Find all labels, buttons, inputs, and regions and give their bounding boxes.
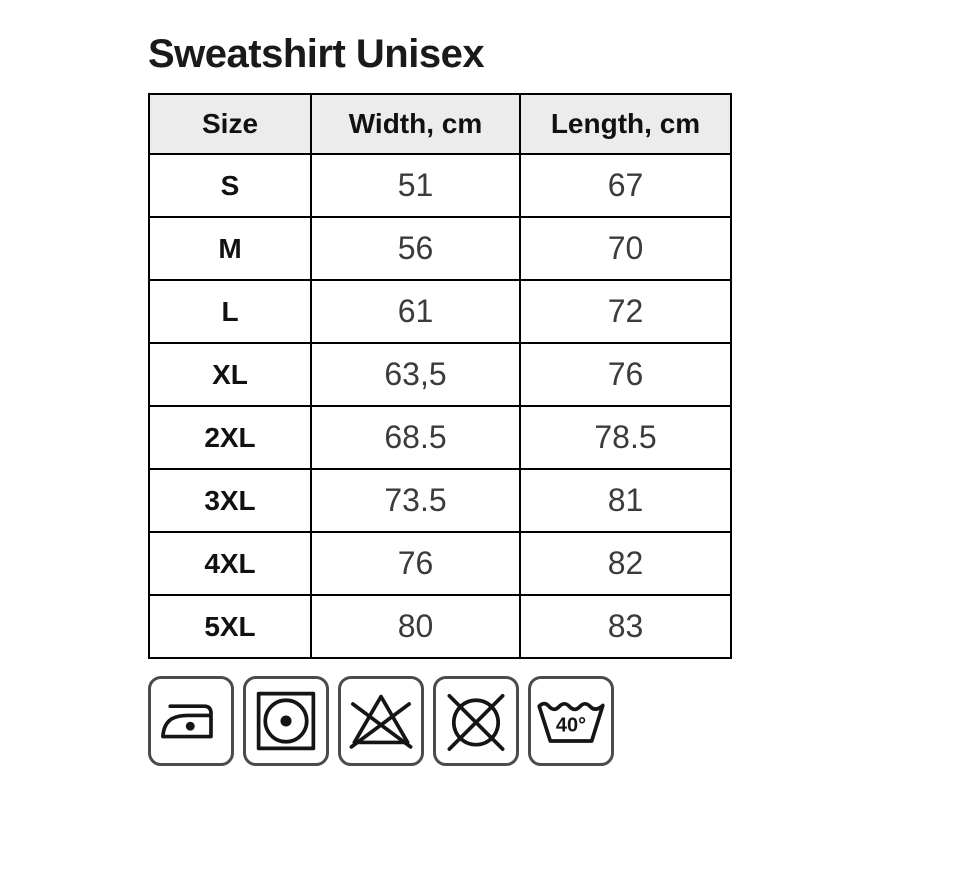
do-not-dry-clean-icon	[433, 676, 519, 766]
table-row-l: L 61 72	[148, 279, 732, 344]
width-cell: 51	[310, 153, 521, 218]
size-cell: L	[148, 279, 312, 344]
care-icons-row: 40°	[148, 676, 960, 766]
table-row-2xl: 2XL 68.5 78.5	[148, 405, 732, 470]
width-cell: 68.5	[310, 405, 521, 470]
size-cell: 3XL	[148, 468, 312, 533]
size-cell: XL	[148, 342, 312, 407]
length-cell: 72	[519, 279, 732, 344]
size-cell: M	[148, 216, 312, 281]
size-guide-page: Sweatshirt Unisex Size Width, cm Length,…	[148, 32, 960, 766]
table-row-5xl: 5XL 80 83	[148, 594, 732, 659]
table-row-4xl: 4XL 76 82	[148, 531, 732, 596]
table-row-s: S 51 67	[148, 153, 732, 218]
width-cell: 61	[310, 279, 521, 344]
length-cell: 78.5	[519, 405, 732, 470]
wash-40-icon: 40°	[528, 676, 614, 766]
size-cell: 5XL	[148, 594, 312, 659]
size-table-body: S 51 67 M 56 70 L 61 72 XL 63,5 76 2XL 6	[148, 153, 732, 659]
width-cell: 73.5	[310, 468, 521, 533]
width-cell: 80	[310, 594, 521, 659]
header-size: Size	[148, 93, 312, 155]
length-cell: 67	[519, 153, 732, 218]
length-cell: 83	[519, 594, 732, 659]
iron-one-dot-icon	[148, 676, 234, 766]
width-cell: 56	[310, 216, 521, 281]
page-title: Sweatshirt Unisex	[148, 32, 485, 76]
table-header-row: Size Width, cm Length, cm	[148, 93, 732, 155]
width-cell: 63,5	[310, 342, 521, 407]
size-cell: 2XL	[148, 405, 312, 470]
table-row-m: M 56 70	[148, 216, 732, 281]
header-length: Length, cm	[519, 93, 732, 155]
wash-temperature-label: 40°	[556, 714, 586, 736]
do-not-bleach-icon	[338, 676, 424, 766]
length-cell: 82	[519, 531, 732, 596]
size-cell: 4XL	[148, 531, 312, 596]
size-table: Size Width, cm Length, cm S 51 67 M 56 7…	[148, 93, 732, 659]
length-cell: 81	[519, 468, 732, 533]
tumble-dry-icon	[243, 676, 329, 766]
size-cell: S	[148, 153, 312, 218]
table-row-xl: XL 63,5 76	[148, 342, 732, 407]
table-row-3xl: 3XL 73.5 81	[148, 468, 732, 533]
width-cell: 76	[310, 531, 521, 596]
header-width: Width, cm	[310, 93, 521, 155]
length-cell: 70	[519, 216, 732, 281]
length-cell: 76	[519, 342, 732, 407]
